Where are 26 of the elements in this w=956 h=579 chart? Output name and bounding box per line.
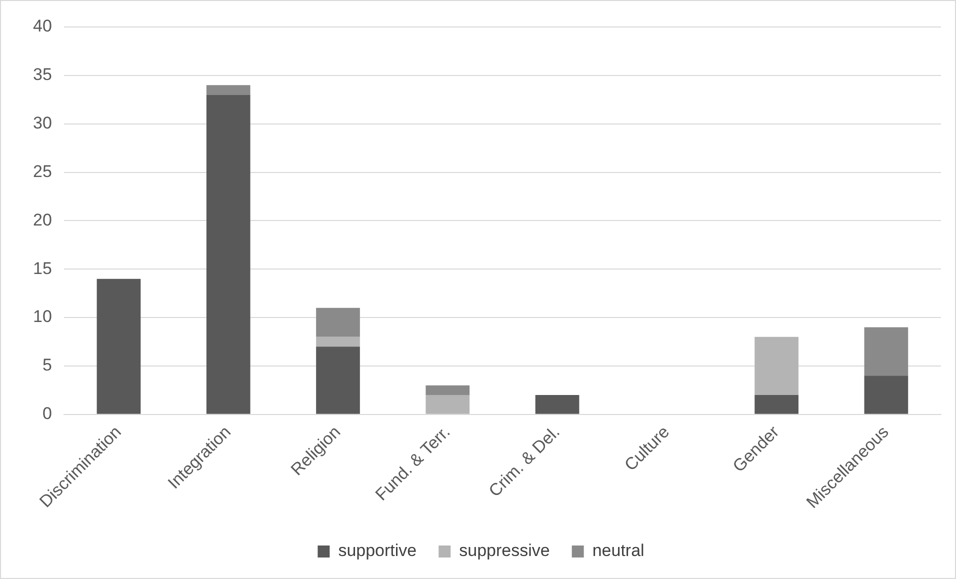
bar — [426, 395, 470, 414]
bar — [206, 85, 250, 95]
bar — [426, 385, 470, 396]
legend-label: suppressive — [459, 541, 550, 560]
y-tick-label: 40 — [32, 16, 52, 36]
y-tick-label: 25 — [32, 162, 52, 181]
bar — [316, 336, 360, 347]
y-tick-label: 35 — [32, 65, 52, 84]
y-tick-label: 15 — [32, 258, 52, 278]
bar — [864, 327, 908, 376]
x-tick-label: Crim. & Del. — [485, 422, 564, 501]
bar — [535, 395, 580, 414]
y-tick-label: 10 — [32, 307, 52, 326]
bar — [754, 336, 798, 396]
bar — [754, 395, 798, 414]
bar — [206, 94, 250, 414]
legend-label: neutral — [592, 541, 644, 560]
bar — [316, 308, 360, 337]
y-tick-label: 0 — [42, 404, 52, 424]
bar — [96, 278, 141, 414]
y-tick-label: 5 — [42, 356, 52, 375]
bar — [864, 376, 908, 414]
y-tick-label: 30 — [32, 114, 52, 133]
legend-label: supportive — [338, 541, 417, 560]
bar — [316, 346, 360, 414]
y-tick-label: 20 — [32, 210, 52, 230]
